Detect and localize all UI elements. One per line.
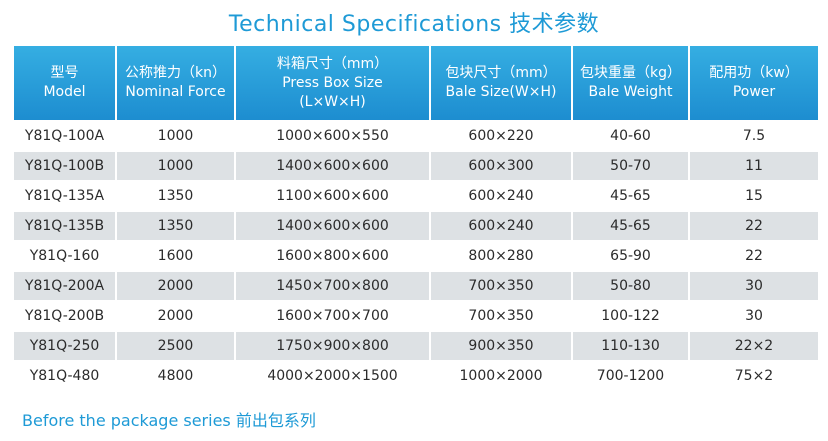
column-header-press-box-size: 料箱尺寸（mm） Press Box Size (L×W×H) xyxy=(236,46,429,120)
cell-press-box-size: 4000×2000×1500 xyxy=(236,362,429,390)
column-header-label: 料箱尺寸（mm） xyxy=(276,55,389,72)
column-header-label: Model xyxy=(43,84,86,100)
cell-press-box-size: 1400×600×600 xyxy=(236,152,429,180)
column-header-label: 配用功（kw） xyxy=(709,65,799,81)
cell-press-box-size: 1000×600×550 xyxy=(236,122,429,150)
cell-nominal-force: 1600 xyxy=(117,242,234,270)
cell-press-box-size: 1600×800×600 xyxy=(236,242,429,270)
cell-bale-size: 700×350 xyxy=(431,272,571,300)
cell-bale-weight: 65-90 xyxy=(573,242,688,270)
cell-bale-size: 600×240 xyxy=(431,182,571,210)
column-header-label: (L×W×H) xyxy=(299,93,366,110)
cell-power: 22 xyxy=(690,212,818,240)
cell-power: 75×2 xyxy=(690,362,818,390)
cell-model: Y81Q-160 xyxy=(14,242,115,270)
cell-bale-weight: 45-65 xyxy=(573,182,688,210)
cell-model: Y81Q-135A xyxy=(14,182,115,210)
cell-bale-size: 600×220 xyxy=(431,122,571,150)
column-header-label: 公称推力（kn） xyxy=(125,65,226,81)
cell-nominal-force: 1350 xyxy=(117,212,234,240)
cell-bale-size: 600×300 xyxy=(431,152,571,180)
cell-nominal-force: 2500 xyxy=(117,332,234,360)
table-row: Y81Q-200A 2000 1450×700×800 700×350 50-80 30 xyxy=(14,272,818,300)
table-row: Y81Q-200B 2000 1600×700×700 700×350 100-122 3… xyxy=(14,302,818,330)
cell-power: 22×2 xyxy=(690,332,818,360)
cell-power: 22 xyxy=(690,242,818,270)
column-header-label: 型号 xyxy=(50,65,79,81)
cell-bale-weight: 100-122 xyxy=(573,302,688,330)
cell-bale-weight: 700-1200 xyxy=(573,362,688,390)
table-row: Y81Q-135A 1350 1100×600×600 600×240 45-65 15 xyxy=(14,182,818,210)
cell-bale-size: 600×240 xyxy=(431,212,571,240)
cell-power: 30 xyxy=(690,302,818,330)
column-header-bale-weight: 包块重量（kg） Bale Weight xyxy=(573,46,688,120)
column-header-label: Nominal Force xyxy=(125,84,226,100)
table-row: Y81Q-135B 1350 1400×600×600 600×240 45-65 22 xyxy=(14,212,818,240)
cell-press-box-size: 1600×700×700 xyxy=(236,302,429,330)
cell-bale-size: 900×350 xyxy=(431,332,571,360)
cell-bale-size: 1000×2000 xyxy=(431,362,571,390)
cell-bale-size: 700×350 xyxy=(431,302,571,330)
cell-power: 7.5 xyxy=(690,122,818,150)
cell-nominal-force: 4800 xyxy=(117,362,234,390)
cell-bale-weight: 40-60 xyxy=(573,122,688,150)
column-header-nominal-force: 公称推力（kn） Nominal Force xyxy=(117,46,234,120)
column-header-label: 包块尺寸（mm） xyxy=(445,65,557,81)
column-header-power: 配用功（kw） Power xyxy=(690,46,818,120)
cell-nominal-force: 2000 xyxy=(117,302,234,330)
cell-model: Y81Q-100A xyxy=(14,122,115,150)
cell-bale-weight: 110-130 xyxy=(573,332,688,360)
cell-model: Y81Q-250 xyxy=(14,332,115,360)
cell-power: 15 xyxy=(690,182,818,210)
table-header-row: 型号 Model 公称推力（kn） Nominal Force 料箱尺寸（mm） Pres… xyxy=(14,46,818,120)
cell-model: Y81Q-200B xyxy=(14,302,115,330)
cell-power: 30 xyxy=(690,272,818,300)
table-body: Y81Q-100A 1000 1000×600×550 600×220 40-60 7.5… xyxy=(14,122,818,390)
column-header-label: Power xyxy=(732,84,776,100)
cell-bale-weight: 50-80 xyxy=(573,272,688,300)
page-title: Technical Specifications 技术参数 xyxy=(228,12,600,37)
cell-nominal-force: 1000 xyxy=(117,152,234,180)
cell-model: Y81Q-200A xyxy=(14,272,115,300)
cell-press-box-size: 1100×600×600 xyxy=(236,182,429,210)
column-header-bale-size: 包块尺寸（mm） Bale Size(W×H) xyxy=(431,46,571,120)
cell-model: Y81Q-100B xyxy=(14,152,115,180)
cell-bale-weight: 45-65 xyxy=(573,212,688,240)
cell-bale-size: 800×280 xyxy=(431,242,571,270)
column-header-label: Bale Size(W×H) xyxy=(445,84,557,100)
table-row: Y81Q-160 1600 1600×800×600 800×280 65-90 22 xyxy=(14,242,818,270)
cell-nominal-force: 2000 xyxy=(117,272,234,300)
cell-nominal-force: 1000 xyxy=(117,122,234,150)
table-row: Y81Q-100B 1000 1400×600×600 600×300 50-70 11 xyxy=(14,152,818,180)
cell-model: Y81Q-135B xyxy=(14,212,115,240)
cell-press-box-size: 1450×700×800 xyxy=(236,272,429,300)
cell-model: Y81Q-480 xyxy=(14,362,115,390)
table-row: Y81Q-250 2500 1750×900×800 900×350 110-130 22… xyxy=(14,332,818,360)
column-header-label: Bale Weight xyxy=(588,84,673,100)
cell-press-box-size: 1400×600×600 xyxy=(236,212,429,240)
column-header-label: Press Box Size xyxy=(282,74,383,91)
specifications-table: 型号 Model 公称推力（kn） Nominal Force 料箱尺寸（mm） Pres… xyxy=(12,44,820,392)
cell-nominal-force: 1350 xyxy=(117,182,234,210)
cell-bale-weight: 50-70 xyxy=(573,152,688,180)
cell-power: 11 xyxy=(690,152,818,180)
column-header-model: 型号 Model xyxy=(14,46,115,120)
table-row: Y81Q-480 4800 4000×2000×1500 1000×2000 700-1… xyxy=(14,362,818,390)
series-caption: Before the package series 前出包系列 xyxy=(22,411,316,430)
table-row: Y81Q-100A 1000 1000×600×550 600×220 40-60 7.5 xyxy=(14,122,818,150)
column-header-label: 包块重量（kg） xyxy=(580,65,681,81)
cell-press-box-size: 1750×900×800 xyxy=(236,332,429,360)
